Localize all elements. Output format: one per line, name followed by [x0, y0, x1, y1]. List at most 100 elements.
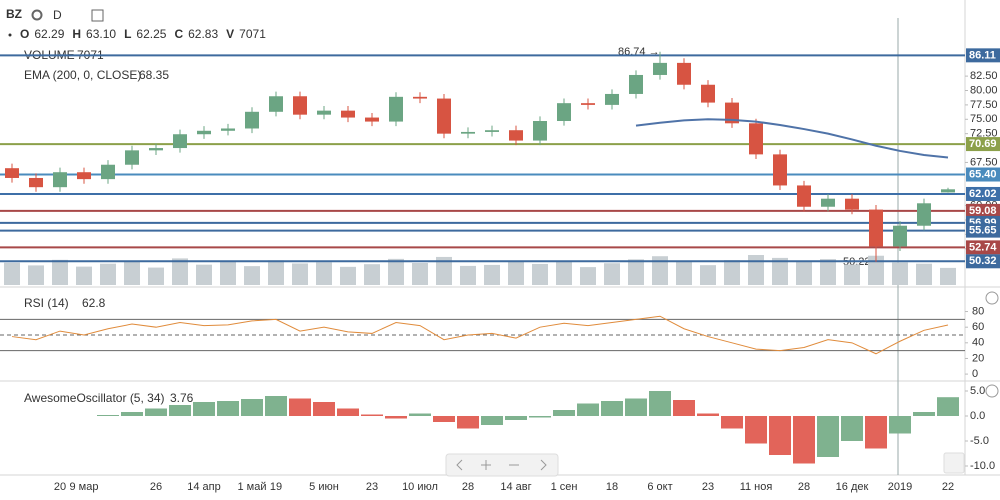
ao-bar	[193, 402, 215, 416]
price-badge-label: 50.32	[969, 255, 997, 267]
price-badge-label: 59.08	[969, 205, 997, 217]
price-badge-label: 65.40	[969, 168, 997, 180]
volume-bar	[172, 258, 188, 285]
ao-bar	[601, 401, 623, 416]
x-tick-label: 1 май	[238, 481, 267, 493]
y-tick-label: 80	[972, 305, 984, 317]
volume-bar	[748, 255, 764, 285]
dot	[8, 33, 12, 37]
ao-bar	[793, 416, 815, 464]
scroll-right[interactable]	[540, 459, 547, 471]
reset-button[interactable]	[943, 452, 965, 474]
ao-bar	[865, 416, 887, 449]
volume-bar	[508, 261, 524, 285]
candle-body	[677, 62, 691, 85]
price-badge	[966, 223, 1000, 238]
y-tick-label: -10.0	[970, 460, 995, 472]
candle-body	[365, 117, 379, 122]
x-tick-label: 26	[150, 481, 162, 493]
close-pane-button[interactable]	[985, 384, 999, 398]
ao-bar	[313, 402, 335, 416]
candle-body	[437, 98, 451, 134]
y-tick-label: 0.0	[970, 410, 985, 422]
interval[interactable]: D	[53, 8, 62, 22]
volume-bar	[364, 264, 380, 285]
volume-bar	[868, 255, 884, 285]
scroll-left[interactable]	[456, 459, 463, 471]
candle-body	[461, 131, 475, 134]
volume-bar	[76, 266, 92, 285]
ao-bar	[265, 396, 287, 416]
candle-body	[389, 96, 403, 122]
candle-body	[581, 103, 595, 105]
candle-body	[605, 93, 619, 105]
ohlc-label: V	[226, 27, 234, 41]
candle-body	[509, 130, 523, 141]
volume-bar	[388, 258, 404, 285]
volume-bar	[772, 257, 788, 285]
ao-bar	[289, 398, 311, 416]
volume-bar	[412, 262, 428, 285]
close-pane-button[interactable]	[985, 291, 999, 305]
x-tick-label: 28	[462, 481, 474, 493]
ao-bar	[241, 399, 263, 416]
price-badge	[966, 240, 1000, 255]
volume-bar	[28, 265, 44, 285]
price-badge	[966, 167, 1000, 182]
ohlc-value: 7071	[239, 27, 266, 41]
zoom-in[interactable]	[481, 460, 491, 470]
compare-icon[interactable]	[91, 9, 104, 22]
ao-bar	[697, 413, 719, 416]
candle-body	[149, 148, 163, 151]
ao-bar	[553, 410, 575, 416]
ao-bar	[385, 416, 407, 419]
candle-body	[173, 134, 187, 149]
candle-body	[293, 96, 307, 115]
ohlc-label: C	[174, 27, 183, 41]
volume-bar	[100, 263, 116, 285]
settings-icon[interactable]	[31, 9, 43, 21]
ao-bar	[361, 414, 383, 416]
candle-body	[5, 168, 19, 178]
price-badge-label: 55.65	[969, 225, 997, 237]
candle-body	[485, 130, 499, 132]
candle-body	[221, 128, 235, 131]
candle-body	[893, 225, 907, 247]
ao-bar	[409, 413, 431, 416]
volume-bar	[580, 267, 596, 285]
ohlc-label: O	[20, 27, 29, 41]
candle-body	[269, 96, 283, 112]
volume-bar	[604, 263, 620, 285]
ohlc-value: 62.29	[34, 27, 64, 41]
candle-body	[317, 110, 331, 115]
candle-body	[749, 123, 763, 155]
price-badge	[966, 48, 1000, 63]
volume-bar	[196, 264, 212, 285]
volume-bar	[844, 264, 860, 285]
y-tick-label: 20	[972, 352, 984, 364]
ao-legend-value: 3.76	[170, 391, 194, 405]
ao-bar	[433, 416, 455, 422]
volume-bar	[652, 256, 668, 285]
ao-bar	[505, 416, 527, 420]
candle-body	[629, 74, 643, 94]
price-badge	[966, 137, 1000, 152]
candle-body	[413, 96, 427, 99]
candle-body	[29, 177, 43, 188]
candle-body	[917, 203, 931, 226]
volume-bar	[916, 263, 932, 285]
ao-bar	[745, 416, 767, 444]
y-tick-label: -5.0	[970, 435, 989, 447]
candle-body	[77, 172, 91, 180]
ao-bar	[721, 416, 743, 429]
x-tick-label: 1 сен	[551, 481, 578, 493]
price-badge-label: 70.69	[969, 138, 997, 150]
ao-bar	[889, 416, 911, 434]
symbol[interactable]: BZ	[6, 7, 22, 21]
price-badge	[966, 254, 1000, 269]
volume-bar	[292, 263, 308, 285]
ema-line	[635, 118, 949, 159]
price-badge-label: 52.74	[969, 241, 997, 253]
price-badge-label: 62.02	[969, 188, 997, 200]
ao-bar	[577, 403, 599, 416]
